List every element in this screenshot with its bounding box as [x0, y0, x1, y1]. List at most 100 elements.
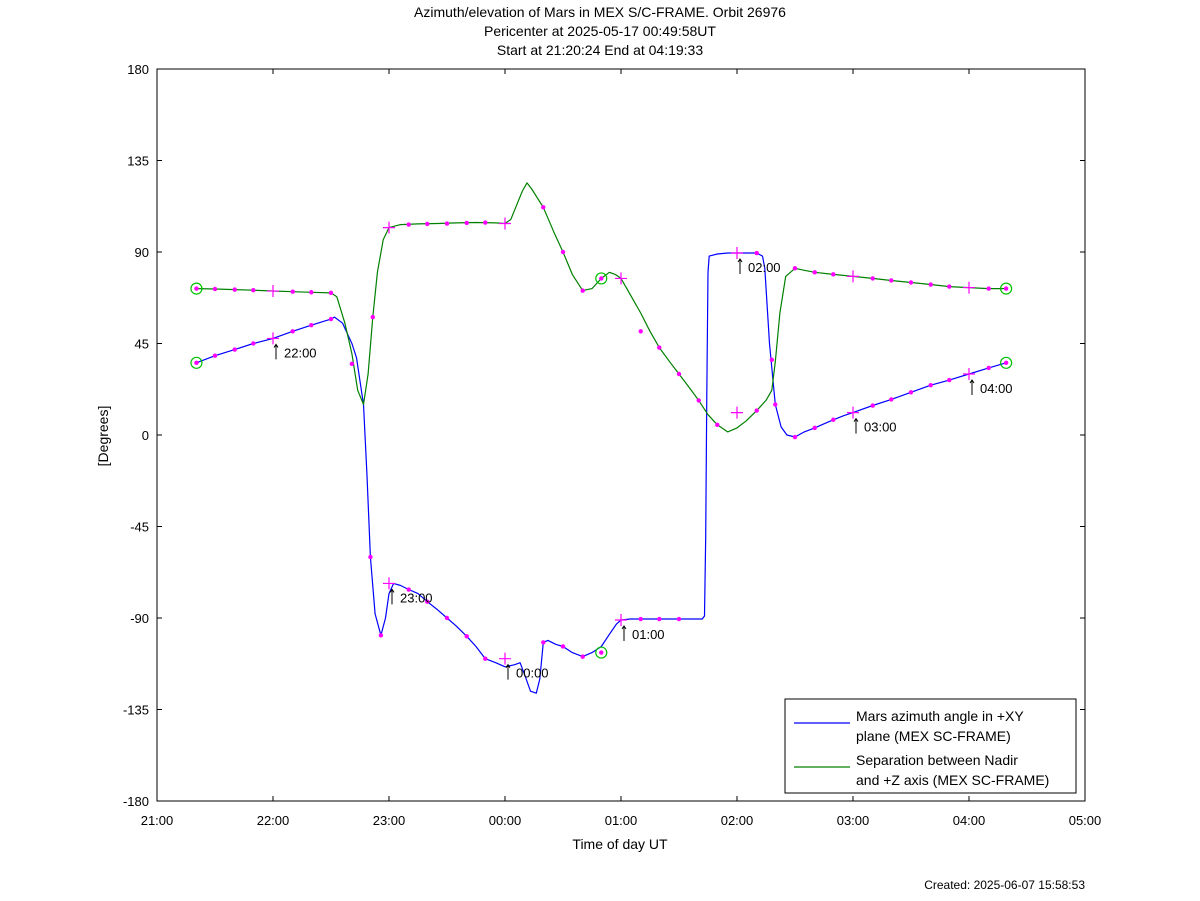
hour-label-arrow	[389, 588, 395, 605]
separation-point-marker	[754, 408, 759, 413]
hour-label-arrow	[621, 625, 627, 642]
azimuth-point-marker	[328, 316, 334, 322]
azimuth-point-marker	[676, 616, 682, 622]
azimuth-point-marker	[483, 656, 488, 661]
y-tick-label: 180	[127, 62, 149, 77]
legend-label-azimuth-line-1: Mars azimuth angle in +XY	[856, 708, 1024, 724]
azimuth-point-marker	[792, 434, 798, 440]
legend-box	[784, 698, 1077, 794]
azimuth-point-marker	[309, 323, 314, 328]
hour-label-arrow	[505, 663, 511, 680]
hour-cross-marker	[615, 272, 627, 285]
separation-point-marker	[309, 290, 314, 295]
separation-point-marker	[444, 221, 450, 226]
separation-point-marker	[251, 288, 256, 293]
azimuth-point-marker	[870, 403, 875, 408]
azimuth-point-marker	[290, 329, 295, 334]
azimuth-point-marker	[773, 402, 778, 407]
azimuth-point-marker	[406, 587, 411, 592]
hour-cross-marker	[383, 577, 395, 590]
x-tick-label: 22:00	[257, 813, 290, 828]
azimuth-point-marker	[560, 644, 566, 649]
x-axis-label: Time of day UT	[572, 836, 668, 852]
hour-cross-marker	[731, 247, 743, 260]
separation-point-marker	[290, 289, 295, 294]
hour-label: 00:00	[516, 666, 549, 681]
azimuth-point-marker	[368, 554, 373, 560]
azimuth-point-marker	[251, 341, 256, 346]
azimuth-point-marker	[212, 353, 218, 358]
azimuth-point-marker	[754, 250, 759, 256]
hour-cross-marker	[499, 217, 511, 230]
hour-cross-marker	[615, 614, 627, 627]
separation-point-marker	[986, 286, 991, 291]
azimuth-point-marker	[908, 390, 914, 395]
separation-point-marker	[370, 314, 375, 320]
separation-point-marker	[792, 266, 798, 271]
azimuth-point-marker	[831, 417, 836, 422]
separation-point-marker	[928, 282, 933, 287]
hour-label: 23:00	[400, 590, 433, 605]
hour-cross-marker	[963, 368, 975, 380]
event-center-dot	[194, 286, 199, 291]
event-center-dot	[1003, 286, 1009, 291]
legend: Mars azimuth angle in +XY plane (MEX SC-…	[784, 698, 1077, 794]
x-tick-label: 23:00	[373, 813, 406, 828]
azimuth-point-marker	[378, 633, 384, 638]
separation-point-marker	[870, 276, 875, 281]
separation-point-marker	[232, 287, 237, 292]
legend-label-separation-line-1: Separation between Nadir	[856, 752, 1018, 768]
hour-label-arrow	[969, 379, 975, 395]
separation-point-marker	[580, 288, 585, 293]
chart-title-line-3: Start at 21:20:24 End at 04:19:33	[497, 42, 703, 58]
separation-point-marker	[406, 222, 411, 227]
azimuth-point-marker	[657, 616, 662, 622]
separation-point-marker	[212, 286, 218, 292]
azimuth-point-marker	[541, 640, 546, 645]
hour-label: 01:00	[632, 627, 665, 642]
azimuth-point-marker	[638, 616, 643, 622]
event-circle-marker	[1000, 282, 1013, 295]
separation-point-marker	[769, 357, 774, 362]
separation-point-marker	[425, 221, 430, 227]
separation-point-marker	[541, 205, 546, 210]
chart-title-line-2: Pericenter at 2025-05-17 00:49:58UT	[484, 23, 716, 39]
azimuth-point-marker	[947, 377, 952, 383]
hour-cross-marker	[267, 332, 279, 345]
separation-point-marker	[676, 371, 682, 377]
hour-label: 04:00	[980, 381, 1013, 396]
separation-point-marker	[483, 220, 488, 225]
event-center-dot	[599, 276, 604, 281]
x-tick-label: 04:00	[953, 813, 986, 828]
azimuth-point-marker	[425, 599, 430, 604]
chart-title-line-1: Azimuth/elevation of Mars in MEX S/C-FRA…	[414, 4, 786, 20]
azimuth-point-marker	[232, 347, 237, 352]
azimuth-point-marker	[812, 425, 817, 431]
separation-point-marker	[560, 249, 566, 255]
hour-cross-marker	[847, 406, 859, 419]
event-circle-marker	[595, 646, 608, 659]
event-center-dot	[194, 360, 199, 366]
separation-point-marker	[812, 270, 817, 275]
plot-area: 21:00 22:00 23:00 00:00 01:00 02:00 03:00 04:00…	[123, 62, 1101, 828]
x-tick-label: 21:00	[141, 813, 174, 828]
separation-point-marker	[464, 220, 469, 226]
azimuth-point-marker	[444, 615, 450, 621]
hour-label-arrow	[273, 343, 279, 360]
separation-point-marker	[715, 422, 720, 428]
separation-point-marker	[657, 345, 662, 350]
y-tick-label: 0	[142, 428, 149, 443]
y-axis-label: [Degrees]	[95, 406, 111, 467]
hour-cross-marker	[963, 281, 975, 294]
y-tick-label: -45	[130, 520, 149, 535]
legend-label-azimuth-line-2: plane (MEX SC-FRAME)	[856, 728, 1011, 744]
azimuth-point-marker	[986, 365, 991, 371]
hour-label: 22:00	[284, 345, 317, 360]
separation-point-marker	[889, 278, 894, 283]
y-tick-label: 90	[135, 245, 149, 260]
x-tick-label: 03:00	[837, 813, 870, 828]
x-tick-label: 00:00	[489, 813, 522, 828]
hour-cross-marker	[383, 221, 395, 234]
event-circle-marker	[190, 356, 203, 369]
event-circle-marker	[190, 282, 203, 295]
